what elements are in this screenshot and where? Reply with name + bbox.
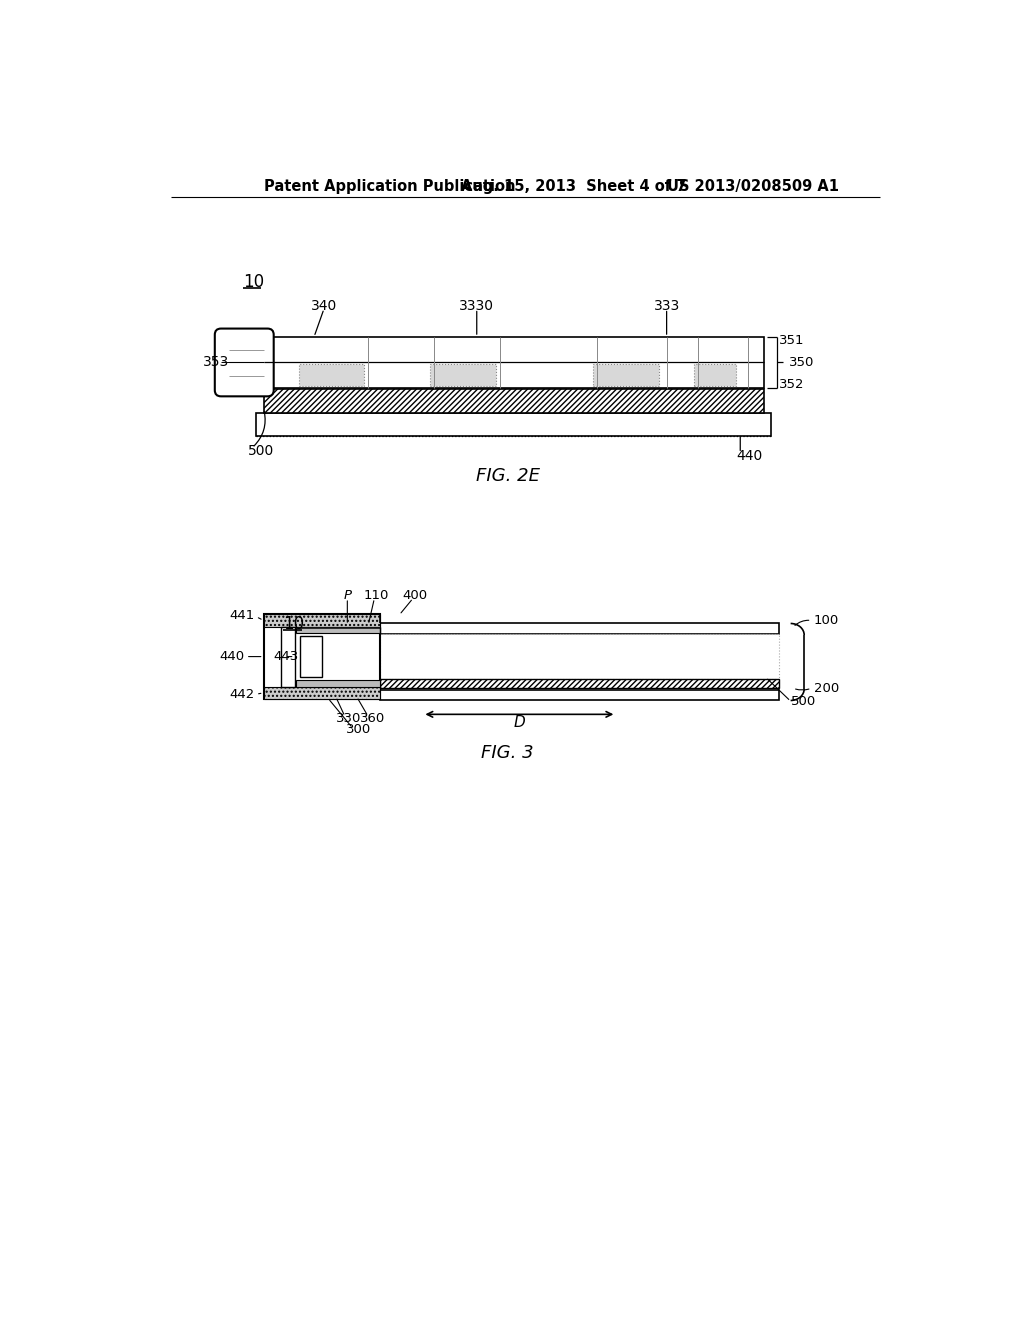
Text: 443: 443 [273,649,299,663]
Text: 3330: 3330 [459,300,495,313]
Text: 353: 353 [203,355,228,370]
Text: US 2013/0208509 A1: US 2013/0208509 A1 [667,180,839,194]
Bar [693,364,736,387]
Text: 110: 110 [364,589,389,602]
Text: 10: 10 [243,273,264,290]
Text: 350: 350 [790,356,814,370]
Bar [593,364,658,387]
Text: 360: 360 [359,713,385,726]
Text: 300: 300 [346,723,372,737]
Text: 330: 330 [336,713,361,726]
Text: 333: 333 [653,300,680,313]
Text: 100: 100 [814,614,839,627]
Text: 500: 500 [791,694,816,708]
Text: 442: 442 [229,688,254,701]
Text: D: D [513,715,525,730]
Bar [430,364,496,387]
Text: 200: 200 [814,681,839,694]
Bar [300,636,322,677]
Bar [263,614,380,627]
Bar [380,635,779,678]
Bar [263,614,380,700]
Text: 440: 440 [736,449,763,462]
Text: 352: 352 [779,379,805,391]
Bar [281,627,295,686]
Bar [263,337,764,388]
Text: 500: 500 [248,444,274,458]
Text: 400: 400 [402,589,427,602]
Bar [296,627,380,632]
Bar [380,678,779,688]
Bar [299,364,365,387]
Text: 441: 441 [229,610,254,622]
Bar [256,413,771,436]
Text: Aug. 15, 2013  Sheet 4 of 7: Aug. 15, 2013 Sheet 4 of 7 [461,180,687,194]
Text: FIG. 3: FIG. 3 [481,744,535,762]
Bar [380,623,779,635]
Text: 440: 440 [219,649,245,663]
Bar [296,681,380,686]
Text: 340: 340 [311,300,337,313]
Bar [296,627,380,628]
Text: 351: 351 [779,334,805,347]
Text: P: P [343,589,351,602]
Text: 10: 10 [283,615,304,634]
Bar [380,689,779,701]
Text: FIG. 2E: FIG. 2E [476,467,540,484]
Bar [263,686,380,700]
Text: Patent Application Publication: Patent Application Publication [263,180,515,194]
Bar [263,389,764,412]
FancyBboxPatch shape [215,329,273,396]
